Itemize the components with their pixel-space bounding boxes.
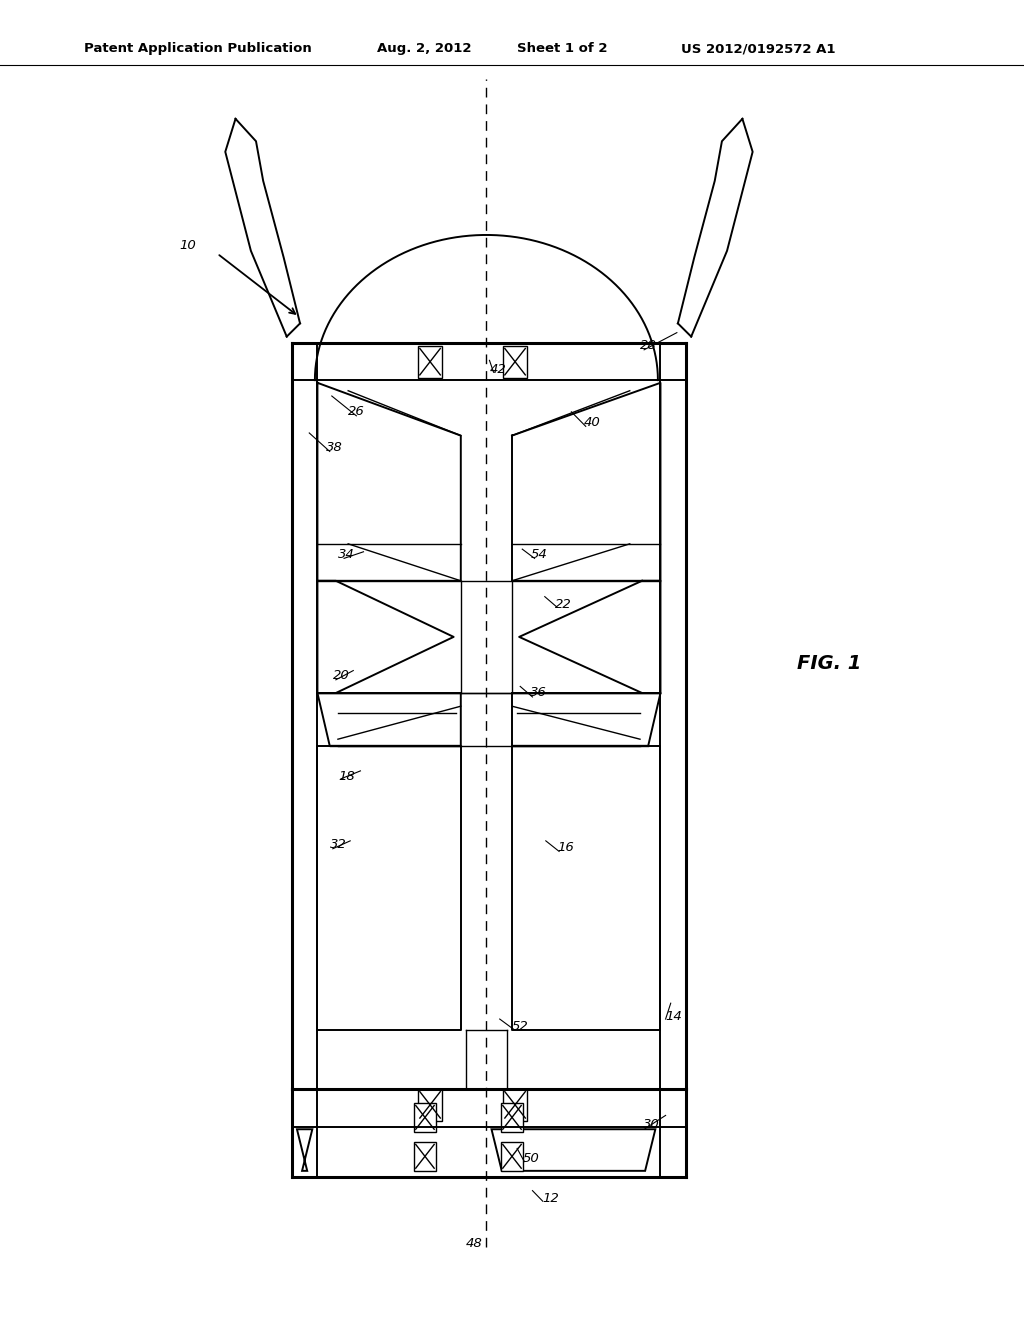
Text: 16: 16	[557, 841, 573, 854]
Text: 22: 22	[555, 598, 571, 611]
Text: 36: 36	[530, 686, 547, 700]
Text: 42: 42	[489, 363, 506, 376]
Text: 48: 48	[466, 1237, 482, 1250]
Bar	[418, 346, 442, 378]
Text: 34: 34	[338, 548, 354, 561]
Text: 40: 40	[584, 416, 600, 429]
Text: 10: 10	[179, 239, 196, 252]
Bar	[501, 1104, 523, 1131]
Bar	[501, 1142, 523, 1171]
Text: 52: 52	[512, 1020, 528, 1034]
Text: FIG. 1: FIG. 1	[797, 655, 861, 673]
Text: 12: 12	[543, 1192, 559, 1205]
Text: US 2012/0192572 A1: US 2012/0192572 A1	[681, 42, 836, 55]
Text: 20: 20	[333, 669, 349, 682]
Bar	[414, 1142, 436, 1171]
Bar	[418, 1089, 442, 1121]
Text: 26: 26	[348, 405, 365, 418]
Polygon shape	[297, 1130, 312, 1171]
Text: Patent Application Publication: Patent Application Publication	[84, 42, 311, 55]
Text: 32: 32	[330, 838, 346, 851]
Text: 54: 54	[530, 548, 547, 561]
Text: 38: 38	[326, 441, 342, 454]
Text: 14: 14	[666, 1010, 682, 1023]
Text: 30: 30	[643, 1118, 659, 1131]
Text: 50: 50	[522, 1152, 539, 1166]
Bar	[414, 1104, 436, 1131]
Text: 18: 18	[338, 770, 354, 783]
Polygon shape	[492, 1130, 655, 1171]
Bar	[503, 346, 527, 378]
Bar	[503, 1089, 527, 1121]
Text: 28: 28	[640, 339, 656, 352]
Text: Sheet 1 of 2: Sheet 1 of 2	[517, 42, 607, 55]
Text: Aug. 2, 2012: Aug. 2, 2012	[377, 42, 471, 55]
